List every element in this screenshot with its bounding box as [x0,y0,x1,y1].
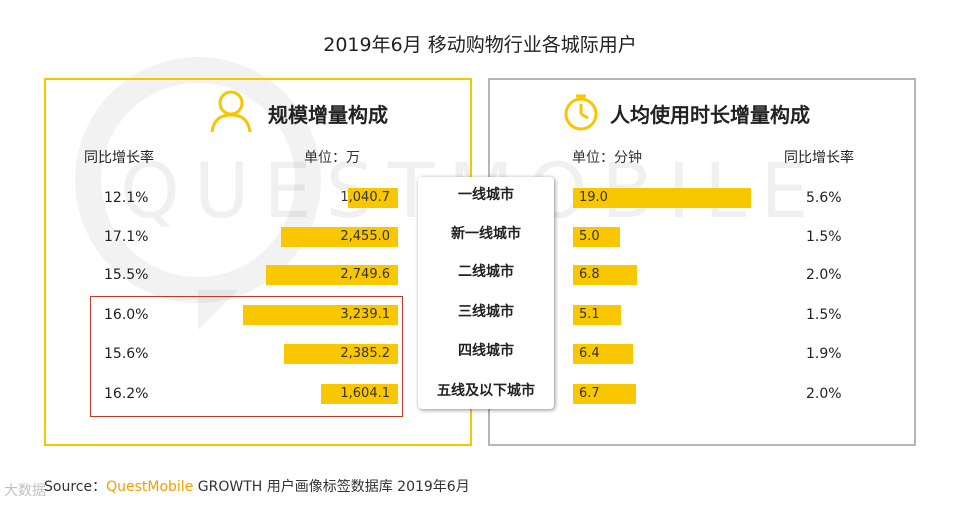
left-bar [243,305,398,325]
corner-watermark: 大数据 [4,483,46,499]
right-bar-value-label: 6.4 [579,346,600,361]
left-growth-rate: 16.2% [104,386,149,402]
city-label: 四线城市 [458,343,514,359]
right-growth-rate: 1.5% [806,307,842,323]
right-bar [573,265,637,285]
left-growth-rate: 12.1% [104,190,149,206]
left-bar [348,188,398,208]
left-bar-value-label: 2,455.0 [340,229,390,244]
city-labels-box [418,177,554,409]
source-text: GROWTH 用户画像标签数据库 2019年6月 [193,479,470,495]
right-growth-rate: 1.9% [806,346,842,362]
source-brand: QuestMobile [106,479,194,495]
right-bar-value-label: 6.8 [579,267,600,282]
city-label: 三线城市 [458,304,514,320]
source-note: Source：QuestMobile GROWTH 用户画像标签数据库 2019… [44,476,470,496]
watermark-logo-icon [75,57,321,330]
right-bar [573,188,751,208]
right-bar-value-label: 5.1 [579,307,600,322]
city-label: 新一线城市 [451,226,521,242]
right-bar-value-label: 5.0 [579,229,600,244]
highlight-box [90,296,403,417]
right-growth-rate: 5.6% [806,190,842,206]
left-bar-value-label: 2,749.6 [340,267,390,282]
source-prefix: Source： [44,479,107,495]
left-bar-value-label: 1,604.1 [340,386,390,401]
clock-icon [564,94,598,131]
left-bar [266,265,398,285]
left-growth-rate: 15.5% [104,267,149,283]
right-growth-rate: 2.0% [806,386,842,402]
left-bar-value-label: 3,239.1 [340,307,390,322]
left-bar [321,384,398,404]
right-bar-value-label: 19.0 [579,190,608,205]
left-bar-value-label: 2,385.2 [340,346,390,361]
right-growth-header: 同比增长率 [784,150,854,166]
city-label: 二线城市 [458,264,514,280]
left-growth-header: 同比增长率 [84,150,154,166]
left-panel-heading: 规模增量构成 [268,103,388,127]
right-bar [573,227,620,247]
right-growth-rate: 1.5% [806,229,842,245]
right-unit-label: 单位：分钟 [572,150,642,166]
left-growth-rate: 17.1% [104,229,149,245]
right-growth-rate: 2.0% [806,267,842,283]
left-growth-rate: 16.0% [104,307,149,323]
user-icon [210,90,252,133]
right-bar [573,344,633,364]
left-unit-label: 单位：万 [304,150,360,166]
left-bar [283,344,398,364]
left-growth-rate: 15.6% [104,346,149,362]
right-panel-heading: 人均使用时长增量构成 [610,103,810,127]
city-label: 五线及以下城市 [437,383,535,399]
left-bar [280,227,398,247]
right-bar-value-label: 6.7 [579,386,600,401]
city-label: 一线城市 [458,187,514,203]
left-bar-value-label: 1,040.7 [340,190,390,205]
right-bar [573,384,636,404]
page-title: 2019年6月 移动购物行业各城际用户 [323,34,637,56]
right-bar [573,305,621,325]
